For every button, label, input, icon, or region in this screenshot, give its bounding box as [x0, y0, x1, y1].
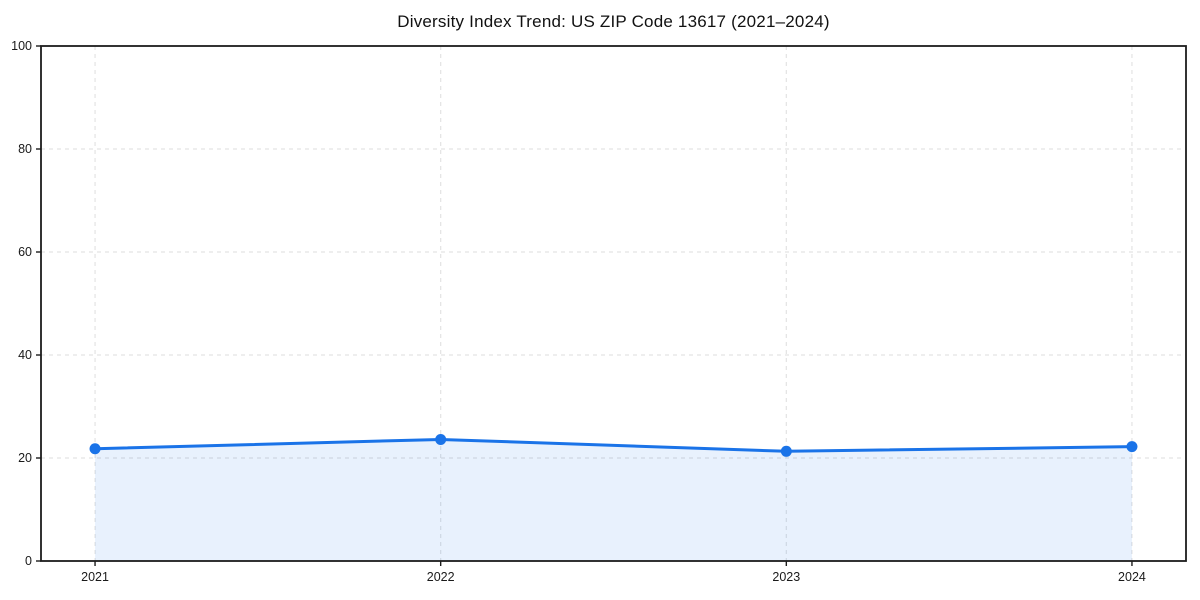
- y-tick-label: 100: [11, 39, 32, 53]
- y-tick-label: 60: [18, 245, 32, 259]
- x-tick-label: 2024: [1118, 570, 1146, 584]
- y-tick-label: 20: [18, 451, 32, 465]
- y-tick-label: 40: [18, 348, 32, 362]
- y-tick-label: 80: [18, 142, 32, 156]
- x-tick-label: 2021: [81, 570, 109, 584]
- data-point: [780, 445, 792, 457]
- x-tick-label: 2023: [772, 570, 800, 584]
- data-point: [1126, 441, 1138, 453]
- chart-title: Diversity Index Trend: US ZIP Code 13617…: [397, 12, 830, 31]
- x-tick-label: 2022: [427, 570, 455, 584]
- area-fill: [95, 439, 1132, 561]
- plot-border: [40, 45, 1187, 562]
- y-tick-label: 0: [25, 554, 32, 568]
- data-point: [435, 433, 447, 445]
- trend-line: [93, 437, 1134, 453]
- data-point: [89, 443, 101, 455]
